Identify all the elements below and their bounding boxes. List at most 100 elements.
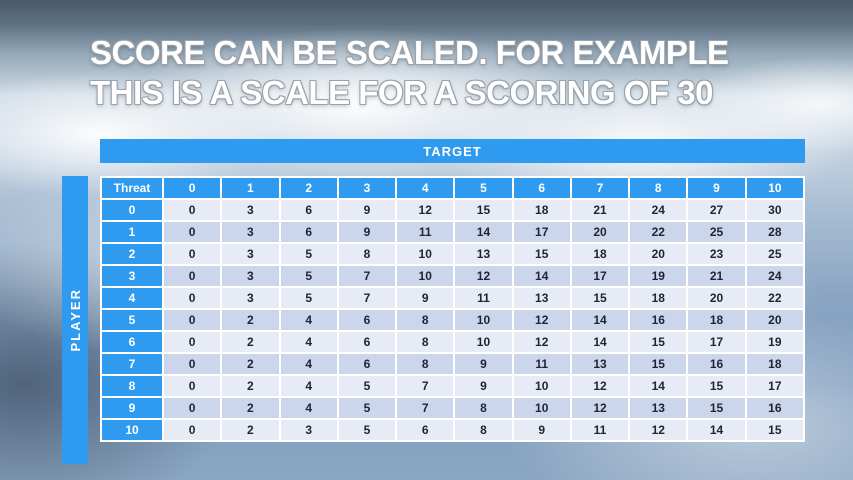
threat-row-header-10: 10 [100, 418, 164, 442]
score-cell-r10-c10: 15 [744, 418, 806, 442]
score-cell-r0-c10: 30 [744, 198, 806, 222]
score-cell-r7-c7: 13 [569, 352, 631, 376]
score-cell-r0-c5: 15 [453, 198, 514, 222]
score-row-9: 9 0 2 4 5 7 8 10 12 13 15 16 [100, 396, 806, 420]
score-cell-r7-c3: 6 [336, 352, 398, 376]
score-row-10: 10 0 2 3 5 6 8 9 11 12 14 15 [100, 418, 806, 442]
score-cell-r4-c4: 9 [395, 286, 456, 310]
score-cell-r3-c1: 3 [220, 264, 281, 288]
score-cell-r4-c3: 7 [336, 286, 398, 310]
target-col-header-5: 5 [453, 176, 514, 200]
target-label: TARGET [423, 143, 482, 159]
score-cell-r1-c1: 3 [220, 220, 281, 244]
score-cell-r4-c10: 22 [744, 286, 806, 310]
slide-title: SCORE CAN BE SCALED. FOR EXAMPLE THIS IS… [90, 33, 729, 113]
score-cell-r8-c10: 17 [744, 374, 806, 398]
threat-row-header-3: 3 [100, 264, 164, 288]
target-col-header-3: 3 [336, 176, 398, 200]
score-cell-r7-c10: 18 [744, 352, 806, 376]
score-cell-r7-c2: 4 [278, 352, 339, 376]
score-cell-r6-c6: 12 [511, 330, 572, 354]
target-col-header-9: 9 [686, 176, 747, 200]
target-col-header-2: 2 [278, 176, 339, 200]
score-cell-r8-c7: 12 [569, 374, 631, 398]
score-cell-r3-c7: 17 [569, 264, 631, 288]
target-col-header-8: 8 [628, 176, 689, 200]
score-cell-r3-c0: 0 [161, 264, 223, 288]
score-cell-r6-c1: 2 [220, 330, 281, 354]
score-cell-r7-c0: 0 [161, 352, 223, 376]
threat-row-header-8: 8 [100, 374, 164, 398]
score-cell-r5-c8: 16 [628, 308, 689, 332]
target-col-header-1: 1 [220, 176, 281, 200]
score-cell-r7-c4: 8 [395, 352, 456, 376]
score-cell-r8-c9: 15 [686, 374, 747, 398]
score-cell-r7-c5: 9 [453, 352, 514, 376]
score-cell-r8-c0: 0 [161, 374, 223, 398]
score-cell-r3-c3: 7 [336, 264, 398, 288]
score-cell-r7-c6: 11 [511, 352, 572, 376]
score-cell-r10-c6: 9 [511, 418, 572, 442]
score-row-0: 0 0 3 6 9 12 15 18 21 24 27 30 [100, 198, 806, 222]
score-cell-r5-c2: 4 [278, 308, 339, 332]
score-cell-r10-c4: 6 [395, 418, 456, 442]
threat-row-header-2: 2 [100, 242, 164, 266]
score-cell-r9-c10: 16 [744, 396, 806, 420]
score-cell-r2-c3: 8 [336, 242, 398, 266]
score-cell-r2-c7: 18 [569, 242, 631, 266]
score-cell-r5-c10: 20 [744, 308, 806, 332]
score-cell-r6-c2: 4 [278, 330, 339, 354]
score-cell-r9-c9: 15 [686, 396, 747, 420]
score-cell-r0-c9: 27 [686, 198, 747, 222]
score-cell-r9-c3: 5 [336, 396, 398, 420]
score-cell-r10-c3: 5 [336, 418, 398, 442]
score-cell-r3-c5: 12 [453, 264, 514, 288]
score-cell-r5-c1: 2 [220, 308, 281, 332]
score-cell-r3-c9: 21 [686, 264, 747, 288]
score-cell-r4-c1: 3 [220, 286, 281, 310]
score-cell-r0-c8: 24 [628, 198, 689, 222]
target-col-header-0: 0 [161, 176, 223, 200]
score-cell-r7-c9: 16 [686, 352, 747, 376]
score-row-4: 4 0 3 5 7 9 11 13 15 18 20 22 [100, 286, 806, 310]
score-cell-r6-c7: 14 [569, 330, 631, 354]
score-cell-r10-c0: 0 [161, 418, 223, 442]
score-cell-r4-c7: 15 [569, 286, 631, 310]
score-cell-r8-c8: 14 [628, 374, 689, 398]
player-header-bar: PLAYER [62, 176, 88, 464]
player-label: PLAYER [67, 288, 83, 352]
score-cell-r4-c2: 5 [278, 286, 339, 310]
score-cell-r3-c8: 19 [628, 264, 689, 288]
score-cell-r1-c10: 28 [744, 220, 806, 244]
score-cell-r9-c6: 10 [511, 396, 572, 420]
score-cell-r1-c9: 25 [686, 220, 747, 244]
score-cell-r1-c2: 6 [278, 220, 339, 244]
target-col-header-10: 10 [744, 176, 806, 200]
score-cell-r4-c5: 11 [453, 286, 514, 310]
score-cell-r9-c7: 12 [569, 396, 631, 420]
target-col-header-7: 7 [569, 176, 631, 200]
threat-corner-cell: Threat [100, 176, 164, 200]
score-cell-r8-c1: 2 [220, 374, 281, 398]
score-cell-r5-c6: 12 [511, 308, 572, 332]
score-cell-r1-c0: 0 [161, 220, 223, 244]
score-cell-r3-c10: 24 [744, 264, 806, 288]
score-cell-r0-c0: 0 [161, 198, 223, 222]
score-cell-r4-c0: 0 [161, 286, 223, 310]
score-cell-r1-c7: 20 [569, 220, 631, 244]
score-cell-r6-c10: 19 [744, 330, 806, 354]
score-cell-r2-c4: 10 [395, 242, 456, 266]
score-cell-r7-c1: 2 [220, 352, 281, 376]
score-cell-r6-c8: 15 [628, 330, 689, 354]
score-cell-r5-c5: 10 [453, 308, 514, 332]
score-cell-r5-c7: 14 [569, 308, 631, 332]
target-col-header-4: 4 [395, 176, 456, 200]
target-header-bar: TARGET [100, 139, 805, 163]
threat-row-header-7: 7 [100, 352, 164, 376]
title-line-1: SCORE CAN BE SCALED. FOR EXAMPLE [90, 34, 729, 71]
score-cell-r4-c9: 20 [686, 286, 747, 310]
score-row-7: 7 0 2 4 6 8 9 11 13 15 16 18 [100, 352, 806, 376]
score-cell-r6-c5: 10 [453, 330, 514, 354]
score-cell-r2-c1: 3 [220, 242, 281, 266]
